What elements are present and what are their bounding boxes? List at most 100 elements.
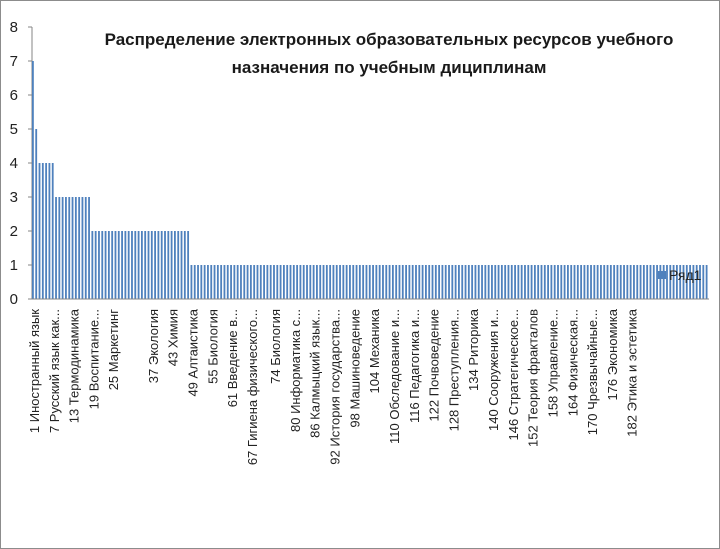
bar [200, 265, 203, 299]
bar [603, 265, 606, 299]
x-tick-label: 43 Химия [166, 309, 181, 366]
bar [286, 265, 289, 299]
bar [302, 265, 305, 299]
bar [61, 197, 64, 299]
bar [391, 265, 394, 299]
bar [662, 265, 665, 299]
bar [702, 265, 705, 299]
bar [312, 265, 315, 299]
bar [431, 265, 434, 299]
bar [256, 265, 259, 299]
x-tick-label: 116 Педагогика и... [407, 309, 422, 423]
x-tick-label: 55 Биология [205, 309, 220, 384]
bar [74, 197, 77, 299]
bar [382, 265, 384, 299]
x-tick-label: 80 Информатика с... [288, 309, 303, 432]
bar [471, 265, 474, 299]
y-tick-label: 6 [10, 87, 18, 104]
bar [84, 197, 87, 299]
bar [672, 265, 675, 299]
x-tick-label: 170 Чрезвычайные... [585, 309, 600, 435]
bar [448, 265, 450, 299]
x-tick-label: 182 Этика и эстетика [625, 308, 640, 436]
bar [203, 265, 206, 299]
bar [600, 265, 602, 299]
x-tick-label: 140 Сооружения и... [486, 309, 501, 431]
y-tick-label: 7 [10, 53, 18, 70]
bar [355, 265, 358, 299]
x-tick-label: 104 Механика [367, 308, 382, 393]
bar [240, 265, 242, 299]
bar [494, 265, 497, 299]
bar [38, 163, 41, 299]
bar [451, 265, 454, 299]
bar [563, 265, 566, 299]
bar [335, 265, 338, 299]
bar [497, 265, 500, 299]
bar [368, 265, 371, 299]
bar [35, 129, 38, 299]
bar [345, 265, 348, 299]
x-tick-label: 146 Стратегическое... [506, 309, 521, 441]
x-tick-label: 152 Теория фракталов [526, 309, 541, 447]
chart-title-line-1: Распределение электронных образовательны… [105, 30, 674, 49]
x-tick-label: 19 Воспитание... [86, 309, 101, 409]
bar [362, 265, 365, 299]
bar [259, 265, 262, 299]
bar [685, 265, 688, 299]
x-tick-label: 13 Термодинамика [67, 308, 82, 423]
chart-title: Распределение электронных образовательны… [105, 30, 674, 77]
bar [553, 265, 556, 299]
bar [408, 265, 411, 299]
bar [230, 265, 232, 299]
bar [675, 265, 678, 299]
bar [339, 265, 341, 299]
bar [504, 265, 507, 299]
bar [666, 265, 668, 299]
bar [41, 163, 44, 299]
bar [210, 265, 213, 299]
bar [263, 265, 265, 299]
bar [464, 265, 467, 299]
bar [705, 265, 708, 299]
bar [669, 265, 672, 299]
legend-swatch [658, 271, 666, 279]
bar [101, 231, 104, 299]
bar [177, 231, 180, 299]
bar [428, 265, 431, 299]
bar [609, 265, 612, 299]
bar [580, 265, 583, 299]
x-tick-label: 134 Риторика [466, 308, 481, 391]
bar [682, 265, 685, 299]
bar [576, 265, 579, 299]
bar [639, 265, 642, 299]
bar [474, 265, 477, 299]
x-tick-label: 49 Алтаистика [186, 308, 201, 396]
bar [266, 265, 269, 299]
legend: Ряд1 [658, 267, 702, 283]
bar [144, 231, 147, 299]
bar [418, 265, 421, 299]
bar [421, 265, 424, 299]
bar [68, 197, 71, 299]
bar [65, 197, 67, 299]
bar [45, 163, 48, 299]
bar [695, 265, 698, 299]
bar [164, 231, 166, 299]
bar [309, 265, 312, 299]
y-tick-label: 4 [10, 155, 18, 172]
bar [378, 265, 381, 299]
bar [71, 197, 74, 299]
bar [325, 265, 328, 299]
bar [180, 231, 183, 299]
bar [484, 265, 487, 299]
bar [358, 265, 361, 299]
x-tick-label: 164 Физическая... [565, 309, 580, 416]
bar [524, 265, 526, 299]
bar [273, 265, 275, 299]
bar [306, 265, 308, 299]
x-tick-label: 158 Управление... [545, 309, 560, 417]
bar [514, 265, 516, 299]
x-tick-label: 37 Экология [146, 309, 161, 383]
